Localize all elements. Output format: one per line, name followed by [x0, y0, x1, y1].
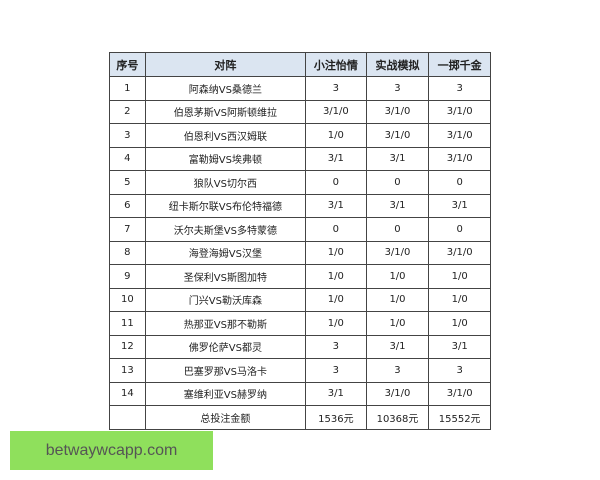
row-index: 14 — [109, 381, 146, 406]
row-match: 巴塞罗那VS马洛卡 — [144, 358, 307, 383]
row-practice: 3/1 — [365, 146, 430, 171]
row-match: 热那亚VS那不勒斯 — [144, 311, 307, 336]
row-big: 3 — [428, 358, 491, 383]
total-label: 总投注金额 — [144, 405, 307, 430]
row-index: 12 — [109, 334, 146, 359]
row-small: 3 — [305, 76, 367, 101]
row-match: 阿森纳VS桑德兰 — [144, 76, 307, 101]
row-index: 11 — [109, 311, 146, 336]
row-match: 富勒姆VS埃弗顿 — [144, 146, 307, 171]
header-row: 序号 对阵 小注怡情 实战模拟 一掷千金 — [109, 52, 491, 77]
total-empty — [109, 405, 146, 430]
row-match: 伯恩利VS西汉姆联 — [144, 123, 307, 148]
table-row: 5 狼队VS切尔西 0 0 0 — [109, 170, 491, 195]
row-index: 8 — [109, 240, 146, 265]
row-small: 0 — [305, 170, 367, 195]
row-index: 7 — [109, 217, 146, 242]
table-row: 2 伯恩茅斯VS阿斯顿维拉 3/1/0 3/1/0 3/1/0 — [109, 99, 491, 124]
row-small: 1/0 — [305, 123, 367, 148]
row-small: 3 — [305, 358, 367, 383]
row-match: 门兴VS勒沃库森 — [144, 287, 307, 312]
row-match: 佛罗伦萨VS都灵 — [144, 334, 307, 359]
row-match: 圣保利VS斯图加特 — [144, 264, 307, 289]
row-big: 1/0 — [428, 264, 491, 289]
row-practice: 1/0 — [365, 264, 430, 289]
row-big: 3/1 — [428, 334, 491, 359]
row-small: 3/1 — [305, 193, 367, 218]
row-match: 纽卡斯尔联VS布伦特福德 — [144, 193, 307, 218]
row-small: 1/0 — [305, 264, 367, 289]
row-match: 塞维利亚VS赫罗纳 — [144, 381, 307, 406]
row-match: 海登海姆VS汉堡 — [144, 240, 307, 265]
table-row: 10 门兴VS勒沃库森 1/0 1/0 1/0 — [109, 287, 491, 312]
table-row: 14 塞维利亚VS赫罗纳 3/1 3/1/0 3/1/0 — [109, 381, 491, 406]
betting-table: 序号 对阵 小注怡情 实战模拟 一掷千金 1 阿森纳VS桑德兰 3 3 3 2 伯恩茅斯VS… — [109, 52, 491, 430]
row-index: 5 — [109, 170, 146, 195]
table-row: 3 伯恩利VS西汉姆联 1/0 3/1/0 3/1/0 — [109, 123, 491, 148]
row-index: 9 — [109, 264, 146, 289]
row-small: 3/1 — [305, 381, 367, 406]
row-big: 1/0 — [428, 287, 491, 312]
row-practice: 3/1/0 — [365, 99, 430, 124]
header-big: 一掷千金 — [428, 52, 491, 77]
row-small: 1/0 — [305, 240, 367, 265]
row-practice: 3/1/0 — [365, 381, 430, 406]
row-small: 3/1/0 — [305, 99, 367, 124]
row-big: 0 — [428, 170, 491, 195]
row-practice: 3/1 — [365, 193, 430, 218]
row-practice: 1/0 — [365, 287, 430, 312]
table-row: 6 纽卡斯尔联VS布伦特福德 3/1 3/1 3/1 — [109, 193, 491, 218]
row-big: 3/1/0 — [428, 240, 491, 265]
row-practice: 3/1/0 — [365, 123, 430, 148]
row-small: 0 — [305, 217, 367, 242]
table-row: 13 巴塞罗那VS马洛卡 3 3 3 — [109, 358, 491, 383]
row-practice: 3/1/0 — [365, 240, 430, 265]
row-practice: 1/0 — [365, 311, 430, 336]
row-big: 1/0 — [428, 311, 491, 336]
header-match: 对阵 — [144, 52, 307, 77]
row-practice: 0 — [365, 170, 430, 195]
watermark-badge: betwaywcapp.com — [10, 431, 213, 470]
row-small: 1/0 — [305, 311, 367, 336]
row-index: 10 — [109, 287, 146, 312]
table-row: 1 阿森纳VS桑德兰 3 3 3 — [109, 76, 491, 101]
row-index: 2 — [109, 99, 146, 124]
row-small: 3/1 — [305, 146, 367, 171]
row-practice: 0 — [365, 217, 430, 242]
header-practice: 实战模拟 — [365, 52, 430, 77]
total-row: 总投注金额 1536元 10368元 15552元 — [109, 405, 491, 430]
row-practice: 3/1 — [365, 334, 430, 359]
row-big: 3/1/0 — [428, 123, 491, 148]
table-row: 4 富勒姆VS埃弗顿 3/1 3/1 3/1/0 — [109, 146, 491, 171]
header-index: 序号 — [109, 52, 146, 77]
row-small: 1/0 — [305, 287, 367, 312]
total-value: 1536元 — [305, 405, 367, 430]
total-value: 10368元 — [365, 405, 430, 430]
row-match: 沃尔夫斯堡VS多特蒙德 — [144, 217, 307, 242]
row-big: 3/1/0 — [428, 381, 491, 406]
row-big: 3/1 — [428, 193, 491, 218]
table-row: 12 佛罗伦萨VS都灵 3 3/1 3/1 — [109, 334, 491, 359]
row-index: 1 — [109, 76, 146, 101]
row-small: 3 — [305, 334, 367, 359]
row-index: 3 — [109, 123, 146, 148]
row-big: 3/1/0 — [428, 99, 491, 124]
total-value: 15552元 — [428, 405, 491, 430]
table-row: 7 沃尔夫斯堡VS多特蒙德 0 0 0 — [109, 217, 491, 242]
row-match: 狼队VS切尔西 — [144, 170, 307, 195]
row-big: 3/1/0 — [428, 146, 491, 171]
row-index: 4 — [109, 146, 146, 171]
table-row: 8 海登海姆VS汉堡 1/0 3/1/0 3/1/0 — [109, 240, 491, 265]
row-big: 0 — [428, 217, 491, 242]
row-index: 13 — [109, 358, 146, 383]
header-small: 小注怡情 — [305, 52, 367, 77]
row-index: 6 — [109, 193, 146, 218]
table-row: 11 热那亚VS那不勒斯 1/0 1/0 1/0 — [109, 311, 491, 336]
row-practice: 3 — [365, 76, 430, 101]
row-practice: 3 — [365, 358, 430, 383]
row-big: 3 — [428, 76, 491, 101]
table-row: 9 圣保利VS斯图加特 1/0 1/0 1/0 — [109, 264, 491, 289]
row-match: 伯恩茅斯VS阿斯顿维拉 — [144, 99, 307, 124]
